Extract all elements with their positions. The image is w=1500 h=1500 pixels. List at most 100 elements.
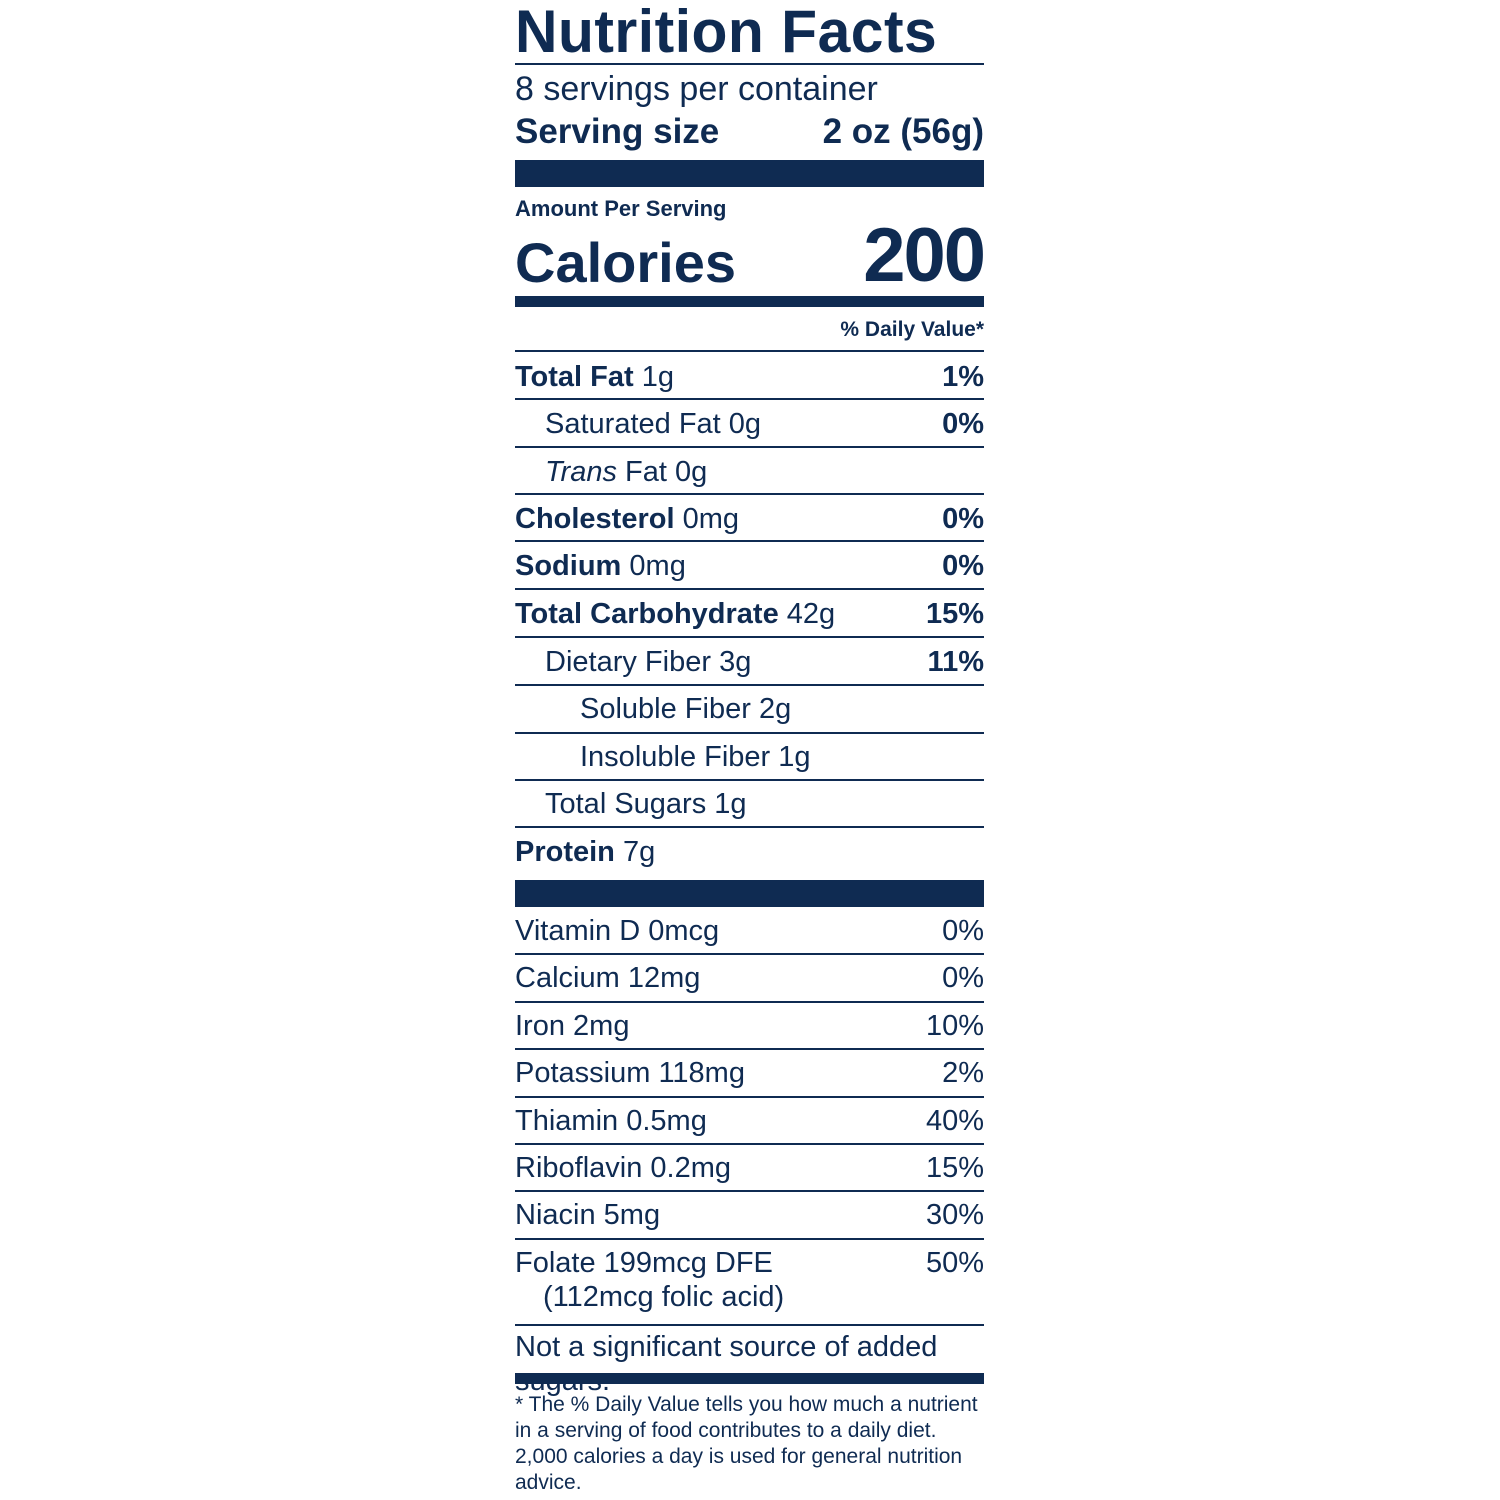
nutrient-name: Saturated Fat bbox=[545, 408, 721, 440]
row-rule bbox=[515, 826, 984, 828]
row-rule bbox=[515, 1048, 984, 1050]
nutrient-name: Sodium bbox=[515, 550, 622, 582]
nutrient-dv: 0% bbox=[942, 503, 984, 535]
added-sugars-note: Not a significant source of added sugars… bbox=[515, 1331, 938, 1397]
serving-size-value: 2 oz (56g) bbox=[822, 112, 984, 151]
row-rule bbox=[515, 446, 984, 448]
nutrient-row-insoluble-fiber: Insoluble Fiber 1g bbox=[515, 740, 984, 774]
thick-divider-top bbox=[515, 160, 984, 187]
row-rule bbox=[515, 732, 984, 734]
footnote-divider bbox=[515, 1373, 984, 1384]
serving-size-row: Serving size 2 oz (56g) bbox=[515, 112, 984, 152]
vitamin-dv: 30% bbox=[925, 1199, 984, 1231]
row-rule bbox=[515, 1143, 984, 1145]
vitamin-name: Niacin bbox=[515, 1199, 596, 1231]
nutrient-dv: 0% bbox=[942, 408, 984, 440]
nutrient-amount: 0mg bbox=[629, 550, 686, 582]
nutrient-name: Total Sugars bbox=[545, 788, 707, 820]
vitamin-amount: 0.2mg bbox=[650, 1152, 732, 1184]
vitamin-name: Calcium bbox=[515, 962, 620, 994]
nutrient-row-sodium: Sodium 0mg 0% bbox=[515, 549, 984, 583]
nutrient-amount: 42g bbox=[786, 598, 836, 630]
row-rule bbox=[515, 1001, 984, 1003]
vitamin-name: Potassium bbox=[515, 1057, 651, 1089]
nutrient-name: Protein bbox=[515, 836, 615, 868]
vitamin-amount: 12mg bbox=[627, 962, 701, 994]
row-rule bbox=[515, 398, 984, 400]
vitamin-dv: 10% bbox=[925, 1010, 984, 1042]
vitamin-row-iron: Iron 2mg 10% bbox=[515, 1009, 984, 1043]
nutrient-amount: 3g bbox=[719, 646, 752, 678]
amount-per-serving: Amount Per Serving bbox=[515, 196, 727, 221]
nutrient-name: Soluble Fiber bbox=[580, 693, 751, 725]
nutrient-row-soluble-fiber: Soluble Fiber 2g bbox=[515, 692, 984, 726]
row-rule bbox=[515, 1190, 984, 1192]
vitamin-dv: 40% bbox=[925, 1105, 984, 1137]
nutrient-name-rest: Fat bbox=[625, 456, 667, 488]
nutrient-dv: 1% bbox=[942, 361, 984, 393]
label-title: Nutrition Facts bbox=[515, 0, 938, 65]
vitamin-amount: 118mg bbox=[658, 1057, 745, 1089]
nutrient-name: Total Carbohydrate bbox=[515, 598, 779, 630]
thick-divider-vitamins bbox=[515, 880, 984, 907]
calories-divider bbox=[515, 296, 984, 307]
nutrient-dv: 11% bbox=[927, 646, 984, 678]
nutrient-amount: 0mg bbox=[682, 503, 740, 535]
nutrient-amount: 7g bbox=[622, 836, 656, 868]
nutrient-row-total-carbohydrate: Total Carbohydrate 42g 15% bbox=[515, 597, 984, 631]
vitamin-dv: 0% bbox=[942, 962, 984, 994]
nutrient-amount: 1g bbox=[641, 361, 675, 393]
nutrient-row-total-fat: Total Fat 1g 1% bbox=[515, 360, 984, 394]
vitamin-row-riboflavin: Riboflavin 0.2mg 15% bbox=[515, 1151, 984, 1185]
row-rule bbox=[515, 540, 984, 542]
nutrient-row-trans-fat: Trans Fat 0g bbox=[515, 455, 984, 489]
servings-per-container: 8 servings per container bbox=[515, 70, 878, 108]
nutrient-amount: 0g bbox=[675, 456, 708, 488]
vitamin-name: Folate bbox=[515, 1247, 596, 1279]
vitamin-row-folate: Folate 199mcg DFE (112mcg folic acid) 50… bbox=[515, 1246, 984, 1314]
nutrient-row-dietary-fiber: Dietary Fiber 3g 11% bbox=[515, 645, 984, 679]
vitamin-dv: 0% bbox=[942, 915, 984, 947]
vitamin-row-calcium: Calcium 12mg 0% bbox=[515, 961, 984, 995]
vitamin-amount: 5mg bbox=[603, 1199, 661, 1231]
row-rule bbox=[515, 588, 984, 590]
vitamin-dv: 2% bbox=[942, 1057, 984, 1089]
nutrient-row-saturated-fat: Saturated Fat 0g 0% bbox=[515, 407, 984, 441]
calories-row: Calories 200 bbox=[515, 213, 986, 298]
nutrient-row-total-sugars: Total Sugars 1g bbox=[515, 787, 984, 821]
serving-size-label: Serving size bbox=[515, 112, 720, 151]
nutrient-name: Trans bbox=[545, 456, 617, 488]
row-rule bbox=[515, 953, 984, 955]
nutrient-amount: 2g bbox=[758, 693, 792, 725]
row-rule bbox=[515, 350, 984, 352]
vitamin-name: Thiamin bbox=[515, 1105, 619, 1137]
nutrient-name: Cholesterol bbox=[515, 503, 675, 535]
vitamin-name: Vitamin D bbox=[515, 915, 641, 947]
vitamin-row-niacin: Niacin 5mg 30% bbox=[515, 1198, 984, 1232]
vitamin-row-potassium: Potassium 118mg 2% bbox=[515, 1056, 984, 1090]
calories-value: 200 bbox=[863, 213, 986, 298]
vitamin-dv: 50% bbox=[925, 1247, 984, 1279]
folic-acid-detail: (112mcg folic acid) bbox=[543, 1281, 785, 1313]
vitamin-row-thiamin: Thiamin 0.5mg 40% bbox=[515, 1104, 984, 1138]
nutrient-amount: 1g bbox=[778, 741, 811, 773]
row-rule bbox=[515, 1324, 984, 1326]
vitamin-dv: 15% bbox=[925, 1152, 984, 1184]
vitamin-amount: 199mcg DFE bbox=[603, 1247, 773, 1279]
vitamin-row-vitamin-d: Vitamin D 0mcg 0% bbox=[515, 914, 984, 948]
nutrient-amount: 0g bbox=[728, 408, 762, 440]
vitamin-name: Riboflavin bbox=[515, 1152, 643, 1184]
row-rule bbox=[515, 1096, 984, 1098]
calories-label: Calories bbox=[515, 231, 736, 294]
daily-value-header: % Daily Value* bbox=[840, 318, 984, 341]
nutrition-facts-label: Nutrition Facts 8 servings per container… bbox=[515, 0, 986, 1500]
nutrient-name: Insoluble Fiber bbox=[580, 741, 771, 773]
row-rule bbox=[515, 636, 984, 638]
daily-value-footnote: * The % Daily Value tells you how much a… bbox=[515, 1393, 978, 1494]
vitamin-name: Iron bbox=[515, 1010, 565, 1042]
nutrient-dv: 15% bbox=[925, 598, 984, 630]
nutrient-row-cholesterol: Cholesterol 0mg 0% bbox=[515, 502, 984, 536]
title-rule bbox=[515, 63, 984, 65]
row-rule bbox=[515, 684, 984, 686]
nutrient-name: Total Fat bbox=[515, 361, 634, 393]
